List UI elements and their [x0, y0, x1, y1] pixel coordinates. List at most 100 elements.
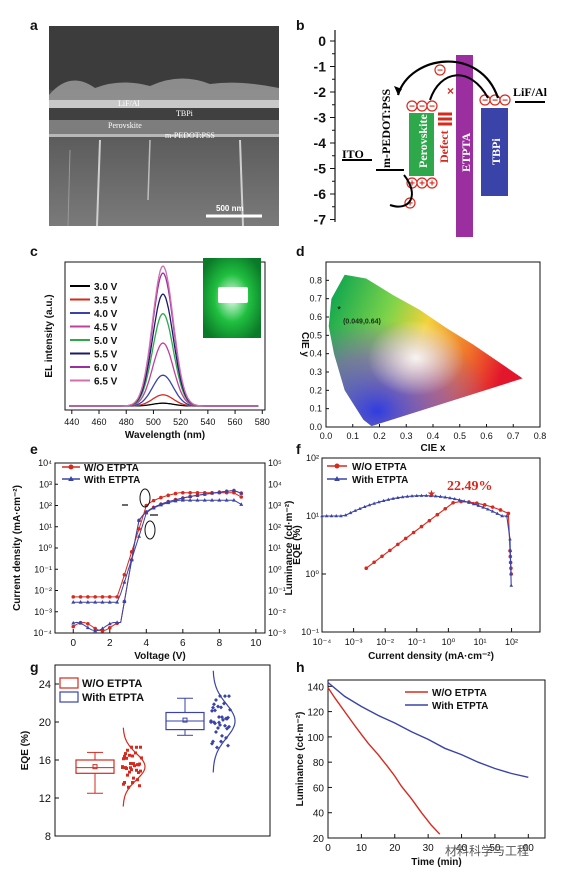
annotation-ellipse	[144, 520, 156, 540]
x-tick-label: 8	[217, 638, 223, 649]
arrowhead	[394, 86, 402, 95]
y2-tick-label: 10⁵	[268, 458, 282, 468]
electron-sign: −	[409, 102, 415, 113]
data-point	[216, 704, 220, 709]
eqe-marker	[467, 500, 471, 504]
data-point	[211, 705, 215, 710]
jvl-marker	[71, 599, 76, 604]
eqe-marker	[482, 503, 487, 507]
pedot-label: m-PEDOT:PSS	[379, 89, 393, 168]
data-point	[216, 725, 220, 730]
electron-sign: −	[492, 96, 498, 107]
y-tick-label: 10¹	[39, 522, 52, 532]
eqe-marker	[343, 513, 348, 517]
legend-label: 5.5 V	[94, 350, 118, 361]
data-point	[135, 745, 138, 749]
y-tick-label: 40	[313, 809, 325, 820]
electron-sign: −	[482, 96, 488, 107]
x-axis-title: Current density (mA·cm⁻²)	[368, 651, 494, 662]
data-point	[214, 729, 218, 734]
legend-label: 6.5 V	[94, 377, 118, 388]
x-tick-label: 540	[200, 417, 215, 427]
x-axis-title: Time (min)	[411, 857, 461, 868]
box-mean	[182, 717, 188, 723]
perovskite-band	[409, 113, 434, 176]
jvl-marker	[231, 488, 236, 492]
data-point	[218, 694, 222, 699]
y-tick-label: 0.7	[309, 294, 322, 304]
data-point	[122, 757, 125, 761]
x-tick-label: 10¹	[473, 637, 486, 647]
x-tick-label: 10⁻⁴	[313, 637, 332, 647]
data-point	[211, 739, 215, 744]
ito-label: ITO	[342, 147, 364, 161]
data-point	[128, 753, 131, 757]
jvl-marker	[115, 599, 120, 604]
electron	[426, 100, 438, 112]
jvl-marker	[210, 497, 215, 502]
jvl-marker	[188, 490, 192, 495]
defect-label: Defect	[437, 130, 451, 163]
legend-label: With ETPTA	[352, 475, 408, 486]
x-tick-label: 50	[489, 843, 501, 854]
data-point	[138, 784, 141, 788]
data-point	[223, 723, 227, 728]
data-point	[223, 694, 227, 699]
eqe-marker	[386, 497, 391, 501]
eqe-marker	[451, 501, 455, 505]
data-point	[219, 705, 223, 710]
jvl-marker	[151, 498, 156, 503]
data-point	[215, 745, 219, 750]
x-tick-label: 10⁻¹	[408, 637, 426, 647]
jvl-marker	[202, 491, 207, 496]
eqe-marker	[509, 572, 513, 576]
hole	[404, 197, 416, 209]
y-tick-label: 0.8	[309, 275, 322, 285]
eqe-marker	[396, 542, 400, 547]
eqe-marker	[429, 493, 433, 498]
jvl-marker	[239, 502, 244, 506]
eqe-marker	[367, 503, 372, 507]
scale-bar-label: 500 nm	[216, 204, 244, 213]
eqe-marker	[320, 514, 324, 518]
y-axis-title: CIE y	[299, 332, 310, 357]
eqe-marker	[475, 501, 479, 505]
eqe-marker	[443, 506, 448, 511]
eqe-line	[322, 495, 512, 586]
y2-tick-label: 10⁻¹	[268, 586, 286, 596]
x-tick-label: 2	[107, 638, 113, 649]
jvl-marker	[210, 490, 215, 495]
x-tick-label: 20	[389, 843, 401, 854]
data-point	[136, 763, 139, 767]
electron-sign: −	[502, 96, 508, 107]
y-tick-label: 120	[307, 708, 324, 719]
y-tick-label: 10²	[306, 453, 319, 463]
data-point	[138, 762, 141, 766]
jvl-marker	[158, 502, 163, 507]
jvl-marker	[180, 495, 185, 500]
x-tick-label: 0.1	[346, 431, 359, 441]
data-point	[124, 766, 127, 770]
y-tick-label: 0.1	[309, 404, 322, 414]
jvl-line	[73, 490, 242, 632]
y-tick-label: 10³	[39, 479, 52, 489]
data-point	[209, 720, 213, 725]
data-point	[137, 771, 140, 775]
y-axis-title: EQE (%)	[292, 525, 303, 564]
jvl-marker	[217, 497, 222, 502]
energy-tick-label: -1	[314, 59, 327, 75]
data-point	[127, 785, 130, 789]
legend-label: With ETPTA	[82, 692, 144, 704]
distribution-curve	[212, 670, 236, 773]
eqe-marker	[508, 537, 512, 541]
data-point	[217, 714, 221, 719]
jvl-marker	[151, 505, 156, 510]
y-tick-label: 10⁰	[38, 543, 52, 553]
plot-frame	[54, 664, 271, 837]
electron-sign: −	[437, 66, 443, 77]
x-tick-label: 580	[255, 417, 270, 427]
data-point	[228, 707, 232, 712]
x-axis-title: CIE x	[420, 443, 445, 454]
jvl-marker	[173, 498, 178, 503]
data-point	[224, 716, 228, 721]
